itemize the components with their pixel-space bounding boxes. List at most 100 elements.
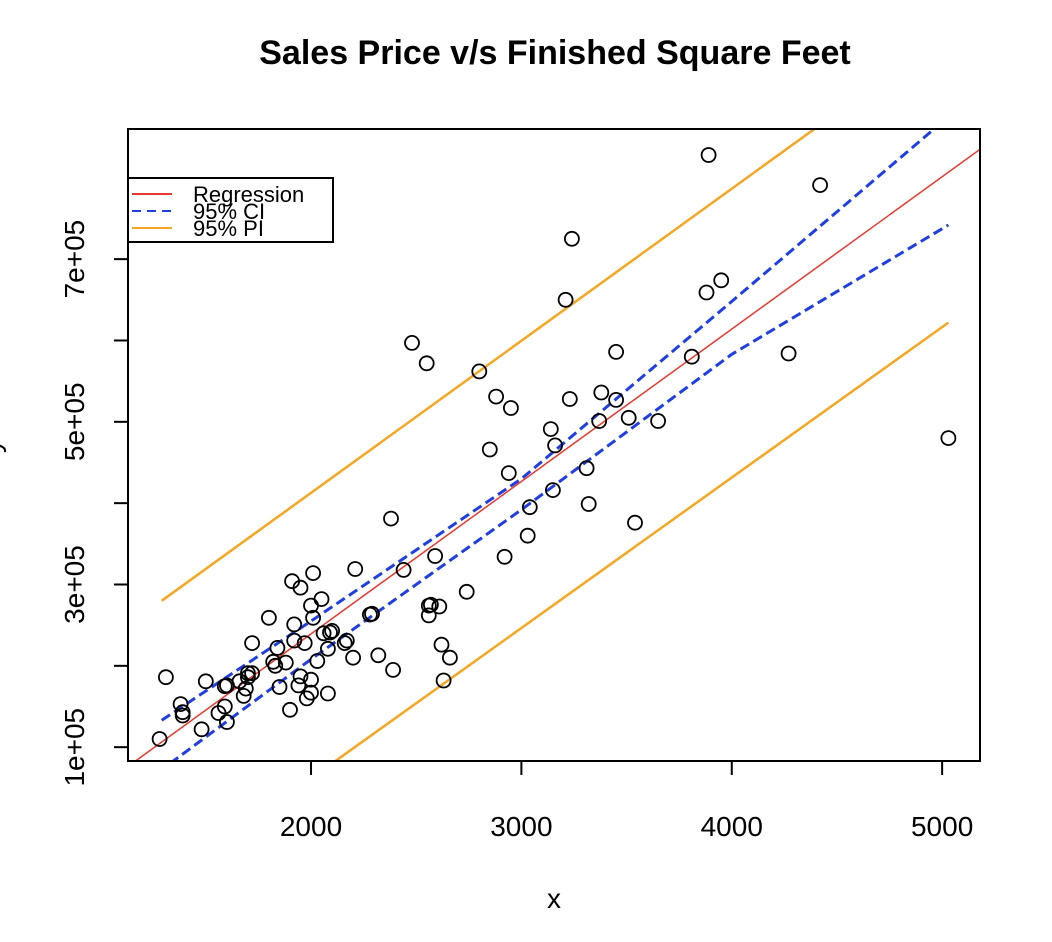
regression-line [134,148,980,761]
data-point [319,685,336,702]
data-point [237,680,254,697]
data-point [157,669,174,686]
data-point [471,363,488,380]
data-point [519,527,536,544]
x-axis-label: x [547,883,561,914]
data-point [395,562,412,578]
data-point [322,624,338,641]
data-point [564,230,580,247]
data-point [780,345,797,362]
x-tick-label: 4000 [701,811,763,842]
data-point [578,460,595,477]
data-point [338,632,355,649]
y-tick-label: 1e+05 [59,708,90,787]
data-point [197,673,214,690]
data-point [260,609,277,626]
data-point [700,147,717,163]
data-point [591,413,608,429]
data-point [608,391,624,408]
data-point [620,409,637,426]
data-point [481,441,498,458]
data-point [218,714,235,730]
data-point [521,499,538,516]
pi-upper-line [160,129,817,602]
data-point [650,413,666,429]
data-point [418,355,435,372]
data-point [193,721,210,738]
data-point [267,657,284,674]
data-point [713,272,730,289]
data-point [292,579,309,596]
data-point [313,591,330,607]
data-point [608,343,624,360]
y-axis: 1e+05 3e+05 5e+05 7e+05 [59,220,128,787]
data-point [364,605,380,622]
x-tick-label: 2000 [280,811,342,842]
data-point [269,640,286,656]
data-point [580,496,597,512]
legend-label-pi: 95% PI [193,216,264,241]
data-point [561,391,578,407]
legend-label-regression: Regression [193,182,304,207]
pi-lower-line [333,321,950,761]
data-point [151,731,168,747]
chart-title: Sales Price v/s Finished Square Feet [259,34,850,72]
data-point [172,696,189,712]
data-point [557,291,574,308]
data-point [345,649,362,666]
data-point [336,635,353,651]
data-point [277,654,294,671]
data-point [244,665,261,682]
data-point [305,565,322,581]
data-point [239,665,256,682]
data-point [420,607,437,624]
data-point [435,672,452,689]
data-point [404,334,420,351]
data-point [812,177,828,194]
data-point [315,625,332,642]
data-point [940,430,957,447]
data-point [370,647,387,664]
data-point [441,649,458,666]
y-axis-label: y [0,439,6,453]
data-point [303,684,319,701]
y-tick-label: 3e+05 [59,545,90,624]
data-point [496,548,513,565]
data-point [542,421,559,438]
data-point [239,669,256,686]
data-point [383,510,399,527]
legend: Regression 95% CI 95% PI [127,177,334,243]
data-point [627,514,643,531]
data-point [427,548,444,564]
data-point [235,688,252,704]
data-point [545,482,561,499]
data-point [309,653,326,669]
data-point [500,465,517,482]
data-point [244,635,261,651]
data-point [593,384,610,401]
ci-upper-line [160,129,937,722]
x-axis: 2000 3000 4000 5000 [280,761,973,842]
points-layer [151,147,957,747]
data-point [303,671,319,688]
data-point [324,623,341,639]
data-point [547,437,563,454]
data-point [502,400,519,416]
data-point [683,348,700,365]
data-point [458,583,475,600]
data-point [296,635,313,651]
y-tick-label: 5e+05 [59,382,90,461]
data-point [174,704,191,721]
data-point [385,662,402,678]
plot-frame [127,128,981,762]
data-point [698,284,715,301]
data-point [347,561,364,577]
lines-layer [134,129,980,761]
y-tick-label: 7e+05 [59,220,90,299]
data-point [433,636,450,653]
data-point [216,698,233,715]
data-point [282,701,298,718]
x-tick-label: 3000 [490,811,552,842]
data-point [286,616,303,633]
